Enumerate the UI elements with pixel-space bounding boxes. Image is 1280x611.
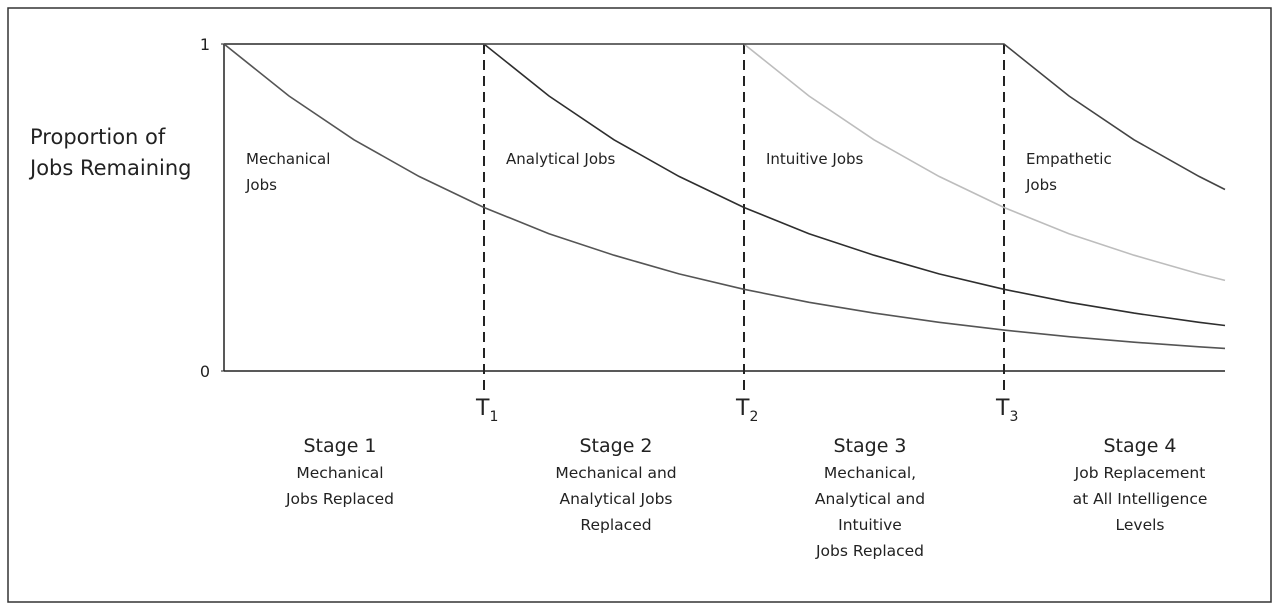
stage: Stage 4 Job Replacement at All Intelligen… [1030, 432, 1250, 538]
stage: Stage 1 Mechanical Jobs Replaced [230, 432, 450, 512]
series-label: Analytical Jobs [506, 150, 616, 168]
stage: Stage 2 Mechanical and Analytical Jobs Re… [506, 432, 726, 538]
frame [7, 7, 1272, 603]
stage-title: Stage 3 [833, 435, 907, 457]
stage-description: Mechanical and Analytical Jobs Replaced [555, 464, 677, 534]
x-tick-label: T3 [995, 396, 1018, 425]
series-label: Intuitive Jobs [766, 150, 864, 168]
stage: Stage 3 Mechanical, Analytical and Intuit… [760, 432, 980, 564]
y-axis-label: Proportion of Jobs Remaining [30, 125, 192, 180]
stage-description: Mechanical, Analytical and Intuitive Job… [814, 464, 926, 560]
series-label: Mechanical Jobs [246, 150, 331, 194]
stage-title: Stage 4 [1103, 435, 1177, 457]
x-tick-label: T2 [735, 396, 758, 425]
x-tick-label: T1 [475, 396, 498, 425]
stage-description: Mechanical Jobs Replaced [285, 464, 395, 508]
stage-title: Stage 1 [303, 435, 377, 457]
y-tick-label: 0 [200, 362, 210, 381]
series-label: Empathetic Jobs [1026, 150, 1112, 194]
line-series [224, 43, 1226, 191]
stage-title: Stage 2 [579, 435, 653, 457]
line-series [223, 43, 1226, 350]
stage-description: Job Replacement at All Intelligence Leve… [1072, 464, 1208, 534]
y-tick-label: 1 [200, 35, 210, 54]
